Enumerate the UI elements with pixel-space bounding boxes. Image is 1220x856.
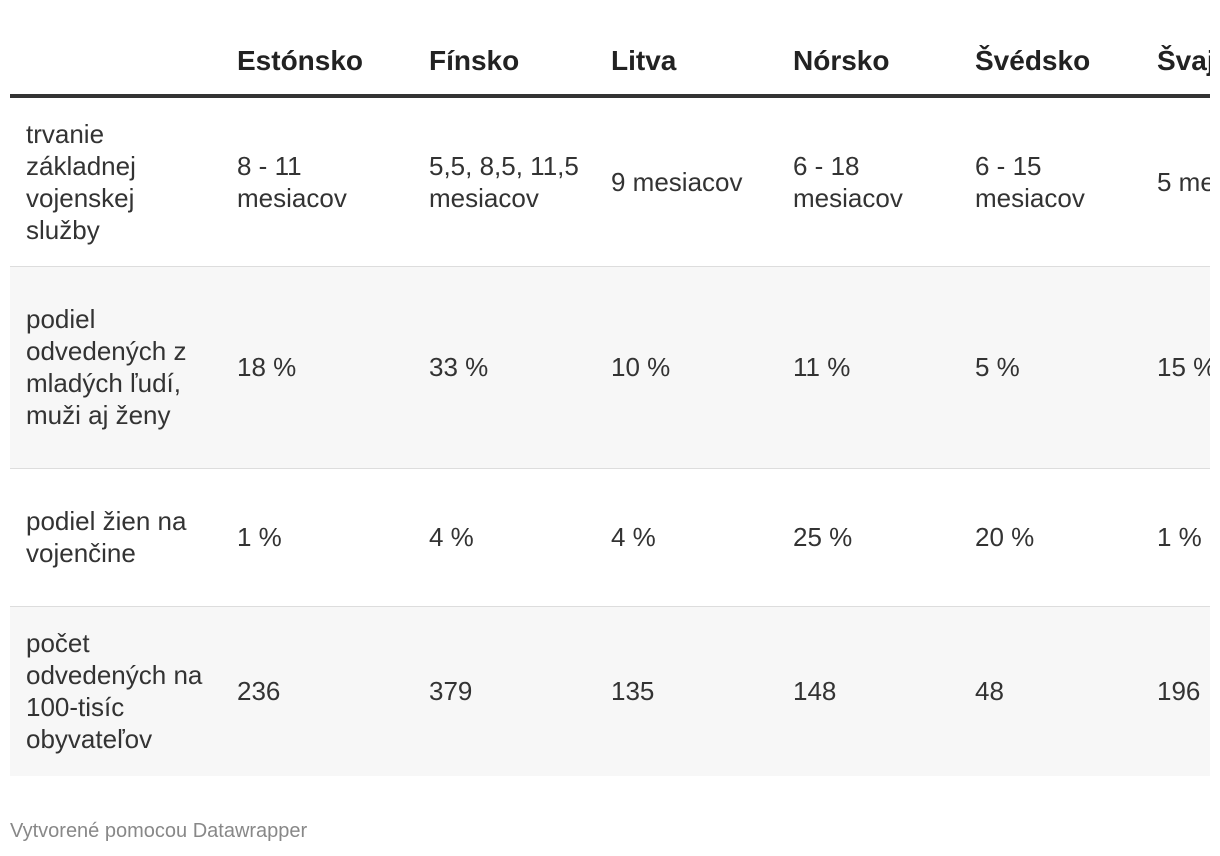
- cell-value: 33 %: [429, 352, 489, 382]
- cell-value: 15 %: [1157, 352, 1210, 382]
- cell-value: 148: [793, 676, 837, 707]
- table-cell: 196: [1141, 606, 1210, 776]
- table-cell: 33 %: [413, 266, 595, 469]
- row-label-text: podiel odvedených z mladých ľudí, muži a…: [26, 304, 187, 430]
- row-label: trvanie základnej vojenskej služby: [10, 96, 221, 267]
- table-cell: 11 %: [777, 266, 959, 469]
- row-label: podiel odvedených z mladých ľudí, muži a…: [10, 266, 221, 469]
- cell-value: 20 %: [975, 522, 1035, 552]
- header-cell-estonsko[interactable]: Estónsko: [221, 28, 413, 98]
- cell-value: 8 - 11 mesiacov: [237, 150, 347, 213]
- cell-value: 48: [975, 676, 1004, 707]
- row-label-text: počet odvedených na 100-tisíc obyvateľov: [26, 628, 203, 755]
- table-cell: 48: [959, 606, 1141, 776]
- cell-value: 1 %: [1157, 522, 1202, 552]
- cell-value: 5,5, 8,5, 11,5 mesiacov: [429, 150, 579, 213]
- table-cell: 9 mesiacov: [595, 96, 777, 267]
- table-row: podiel odvedených z mladých ľudí, muži a…: [10, 266, 1210, 469]
- table-cell: 4 %: [595, 468, 777, 607]
- header-cell-empty: [10, 28, 221, 98]
- cell-value: 6 - 15 mesiacov: [975, 150, 1085, 213]
- header-cell-norsko[interactable]: Nórsko: [777, 28, 959, 98]
- table-cell: 5 %: [959, 266, 1141, 469]
- table-row: počet odvedených na 100-tisíc obyvateľov…: [10, 606, 1210, 776]
- header-cell-svedsko[interactable]: Švédsko: [959, 28, 1141, 98]
- data-table: Estónsko Fínsko Litva Nórsko Švédsko Šva…: [10, 28, 1210, 776]
- table-row: trvanie základnej vojenskej služby 8 - 1…: [10, 96, 1210, 267]
- table-cell: 236: [221, 606, 413, 776]
- table-cell: 379: [413, 606, 595, 776]
- table-cell: 5 mesiacov: [1141, 96, 1210, 267]
- table-row: podiel žien na vojenčine 1 % 4 % 4 % 25 …: [10, 468, 1210, 607]
- table-cell: 135: [595, 606, 777, 776]
- table-cell: 1 %: [221, 468, 413, 607]
- data-table-container[interactable]: Estónsko Fínsko Litva Nórsko Švédsko Šva…: [10, 28, 1210, 780]
- header-cell-finsko[interactable]: Fínsko: [413, 28, 595, 98]
- cell-value: 1 %: [237, 522, 282, 552]
- row-label-text: trvanie základnej vojenskej služby: [26, 118, 136, 245]
- row-label: počet odvedených na 100-tisíc obyvateľov: [10, 606, 221, 776]
- cell-value: 4 %: [429, 522, 474, 552]
- cell-value: 5 mesiacov: [1157, 166, 1210, 197]
- table-cell: 1 %: [1141, 468, 1210, 607]
- table-cell: 4 %: [413, 468, 595, 607]
- cell-value: 6 - 18 mesiacov: [793, 150, 903, 213]
- header-cell-svajciarsko[interactable]: Švajčiarsko: [1141, 28, 1210, 98]
- footer-credit: Vytvorené pomocou Datawrapper: [10, 820, 308, 842]
- table-cell: 6 - 18 mesiacov: [777, 96, 959, 267]
- table-cell: 5,5, 8,5, 11,5 mesiacov: [413, 96, 595, 267]
- table-cell: 15 %: [1141, 266, 1210, 469]
- table-cell: 148: [777, 606, 959, 776]
- cell-value: 236: [237, 676, 281, 707]
- table-cell: 8 - 11 mesiacov: [221, 96, 413, 267]
- table-cell: 18 %: [221, 266, 413, 469]
- cell-value: 18 %: [237, 352, 297, 382]
- table-cell: 10 %: [595, 266, 777, 469]
- cell-value: 25 %: [793, 522, 853, 552]
- cell-value: 4 %: [611, 522, 656, 552]
- row-label-text: podiel žien na vojenčine: [26, 506, 187, 568]
- cell-value: 379: [429, 676, 473, 707]
- table-cell: 25 %: [777, 468, 959, 607]
- cell-value: 10 %: [611, 352, 671, 382]
- header-cell-litva[interactable]: Litva: [595, 28, 777, 98]
- cell-value: 9 mesiacov: [611, 166, 743, 197]
- cell-value: 5 %: [975, 352, 1020, 382]
- table-cell: 20 %: [959, 468, 1141, 607]
- cell-value: 196: [1157, 676, 1201, 707]
- table-cell: 6 - 15 mesiacov: [959, 96, 1141, 267]
- cell-value: 11 %: [793, 352, 851, 382]
- table-header-row: Estónsko Fínsko Litva Nórsko Švédsko Šva…: [10, 28, 1210, 98]
- row-label: podiel žien na vojenčine: [10, 468, 221, 607]
- cell-value: 135: [611, 676, 655, 707]
